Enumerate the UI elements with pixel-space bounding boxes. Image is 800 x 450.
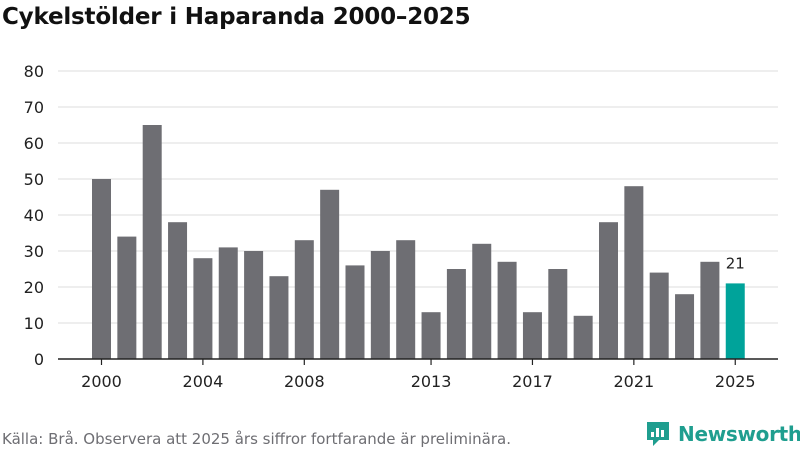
chart-title: Cykelstölder i Haparanda 2000–2025 [2,4,471,30]
bar [700,261,720,359]
y-tick-label: 30 [24,242,44,261]
y-tick-label: 20 [24,278,44,297]
y-tick-label: 70 [24,98,44,117]
bar [421,312,441,359]
bar [117,236,137,359]
bar [624,186,644,359]
bar [675,294,695,359]
bar [548,269,568,359]
bar [168,222,188,359]
bar [92,179,111,359]
x-tick-label: 2008 [284,372,325,391]
bar [294,240,314,359]
bar [218,247,238,359]
x-tick-label: 2000 [81,372,122,391]
bar [446,269,466,359]
y-tick-label: 10 [24,314,44,333]
bar [472,243,492,359]
bar [320,189,340,359]
bar [269,276,289,359]
y-tick-label: 80 [24,62,44,81]
bar [599,222,618,359]
bar [522,312,542,359]
bar [370,251,390,359]
y-tick-label: 50 [24,170,44,189]
x-tick-label: 2013 [411,372,452,391]
bar-highlight [725,283,745,359]
y-tick-label: 0 [34,350,44,369]
bar [396,240,416,359]
x-tick-label: 2004 [183,372,224,391]
bar [142,125,162,359]
x-tick-label: 2017 [512,372,553,391]
source-note: Källa: Brå. Observera att 2025 års siffr… [2,430,511,448]
bar [497,261,517,359]
x-tick-label: 2025 [715,372,756,391]
y-tick-label: 60 [24,134,44,153]
brand-name: Newsworthy [678,422,800,446]
brand-logo: Newsworthy [645,420,800,448]
bar [649,272,669,359]
newsworthy-logo-icon [647,422,669,446]
bar [573,315,593,359]
x-tick-label: 2021 [613,372,654,391]
bar [193,258,213,359]
bar [244,251,264,359]
bar [345,265,365,359]
data-label: 21 [726,254,745,272]
y-tick-label: 40 [24,206,44,225]
